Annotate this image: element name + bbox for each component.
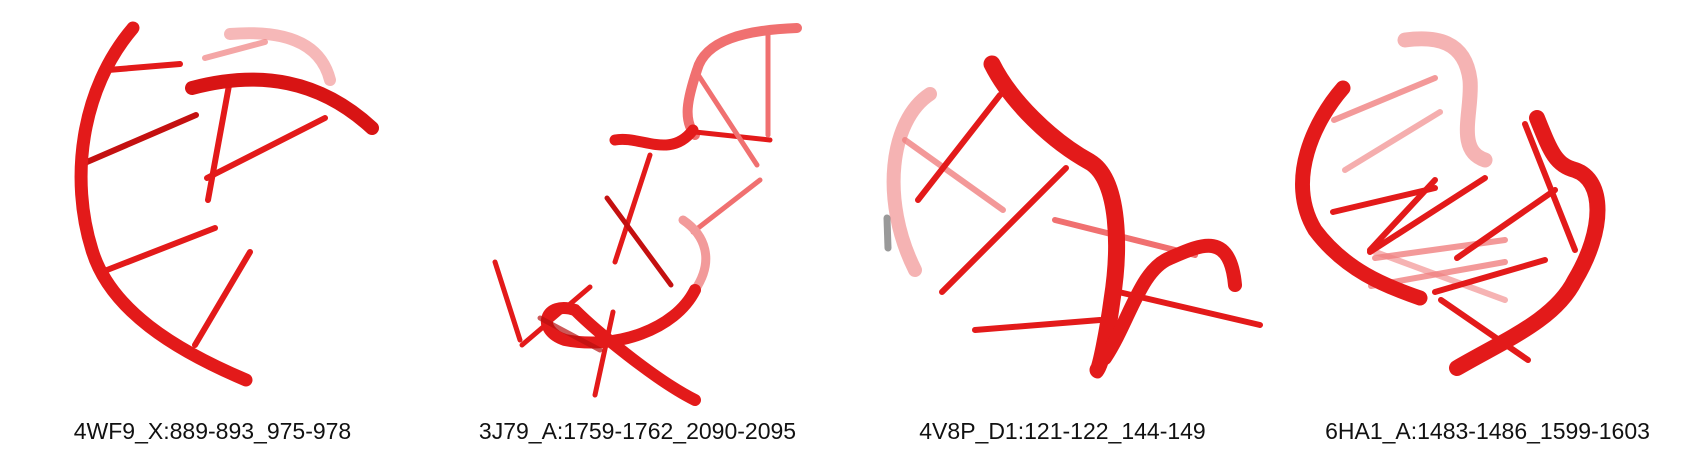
rna-3d-structure-icon (492, 23, 802, 406)
structure-caption: 6HA1_A:1483-1486_1599-1603 (1325, 418, 1650, 444)
structure-caption: 4WF9_X:889-893_975-978 (73, 418, 352, 444)
rna-3d-structure-icon (74, 21, 379, 387)
structure-panel-1: 4WF9_X:889-893_975-978 (0, 0, 425, 460)
structure-caption: 3J79_A:1759-1762_2090-2095 (478, 418, 797, 444)
structure-caption: 4V8P_D1:121-122_144-149 (919, 418, 1206, 444)
structure-panel-2: 3J79_A:1759-1762_2090-2095 (425, 0, 850, 460)
rna-3d-structure-icon (883, 55, 1263, 379)
structure-panel-3: 4V8P_D1:121-122_144-149 (850, 0, 1275, 460)
structure-panel-4: 6HA1_A:1483-1486_1599-1603 (1275, 0, 1700, 460)
rna-3d-structure-icon (1295, 31, 1606, 376)
